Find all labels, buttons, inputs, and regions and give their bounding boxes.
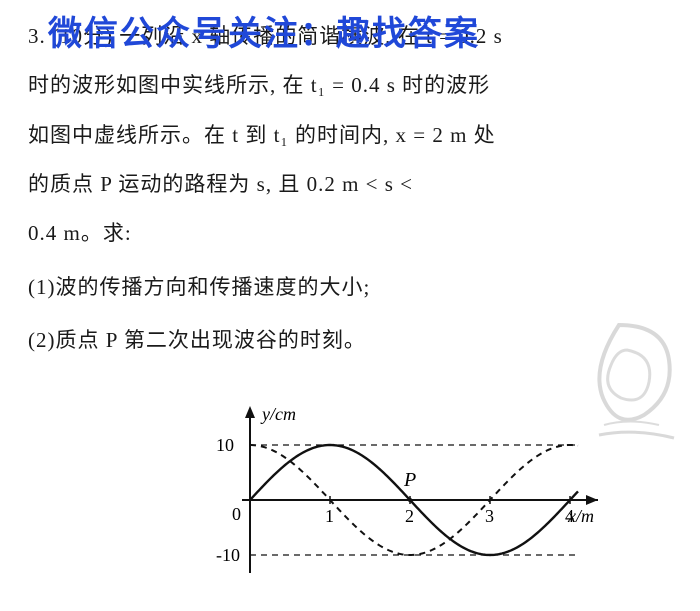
svg-text:2: 2	[405, 506, 414, 526]
svg-text:y/cm: y/cm	[260, 404, 296, 424]
svg-text:1: 1	[325, 506, 334, 526]
sub-question-2: (2)质点 P 第二次出现波谷的时刻。	[28, 316, 670, 365]
svg-text:0: 0	[232, 504, 241, 524]
problem-line-4: 的质点 P 运动的路程为 s, 且 0.2 m < s <	[28, 160, 670, 209]
problem-line-2: 时的波形如图中实线所示, 在 t₁ = 0.4 s 时的波形	[28, 61, 670, 110]
svg-text:3: 3	[485, 506, 494, 526]
problem-line-5: 0.4 m。求:	[28, 209, 670, 258]
watermark-text: 微信公众号关注：趣找答案	[48, 6, 480, 55]
sub-question-1: (1)波的传播方向和传播速度的大小;	[28, 263, 670, 312]
svg-text:P: P	[403, 469, 416, 491]
svg-text:4: 4	[565, 506, 574, 526]
svg-text:-10: -10	[216, 545, 240, 565]
wave-chart: y/cmx/m010-101234P	[180, 400, 620, 605]
svg-text:10: 10	[216, 435, 234, 455]
problem-line-3: 如图中虚线所示。在 t 到 t₁ 的时间内, x = 2 m 处	[28, 111, 670, 160]
